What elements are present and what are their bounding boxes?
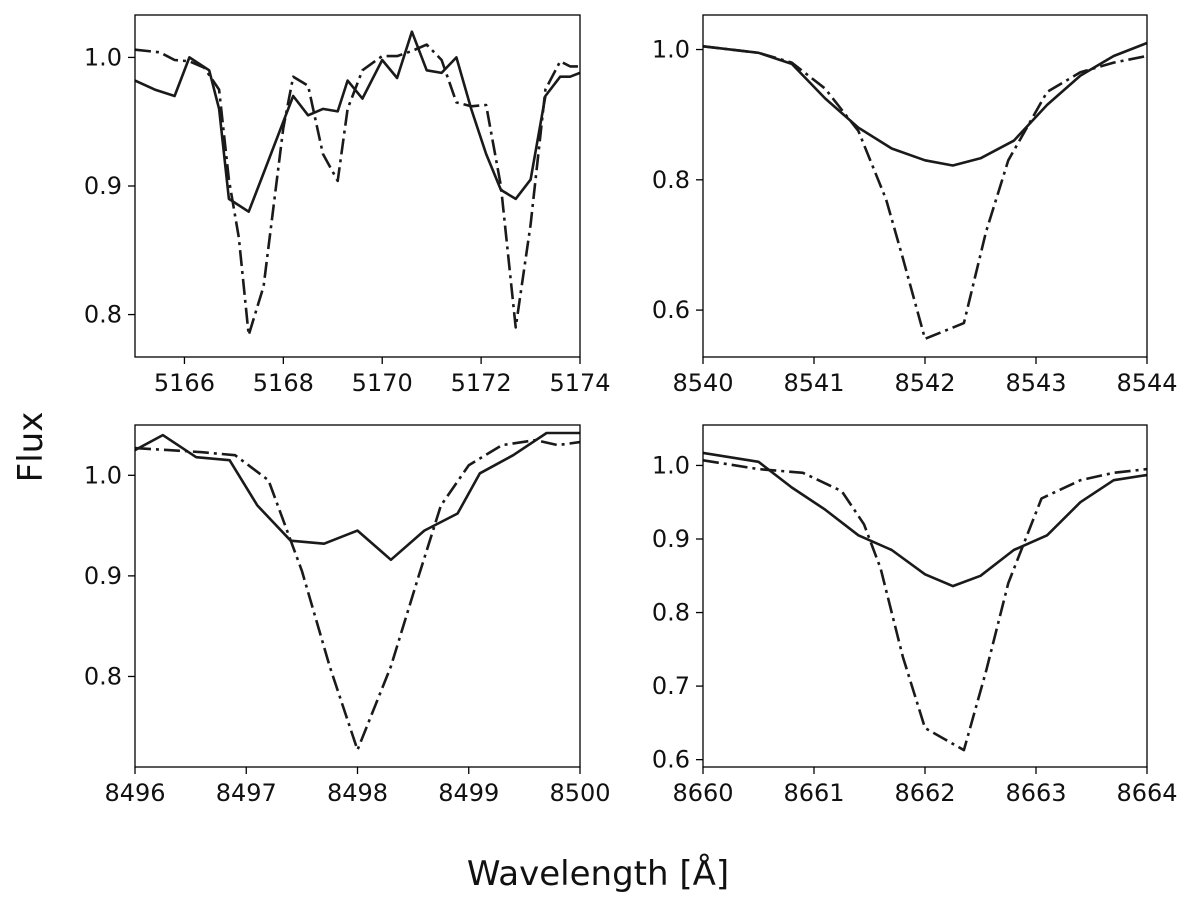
y-tick-label: 0.8	[652, 166, 690, 194]
plot-frame	[134, 424, 581, 768]
y-tick-label: 0.8	[652, 599, 690, 627]
x-tick-label: 8497	[216, 779, 277, 807]
panel-8496-8500: 8496 8497 8498 8499 8500 0.8 0.9 1.0	[84, 424, 611, 807]
x-tick-label: 8500	[549, 779, 610, 807]
x-tick-label: 5172	[451, 369, 512, 397]
x-tick-label: 8542	[894, 369, 955, 397]
x-axis-title: Wavelength [Å]	[467, 853, 729, 894]
series-line-dashdot	[135, 438, 580, 752]
x-tick-label: 5170	[352, 369, 413, 397]
y-tick-label: 0.9	[84, 172, 122, 200]
x-tick-label: 8540	[672, 369, 733, 397]
series-line-dashdot	[135, 43, 580, 337]
x-tick-label: 8664	[1116, 779, 1177, 807]
y-tick-label: 0.7	[652, 672, 690, 700]
x-tick-label: 8661	[783, 779, 844, 807]
x-tick-label: 8663	[1005, 779, 1066, 807]
y-tick-label: 0.8	[84, 301, 122, 329]
x-tick-label: 8498	[327, 779, 388, 807]
y-tick-label: 0.9	[84, 562, 122, 590]
y-tick-label: 0.8	[84, 662, 122, 690]
panel-8540-8544: 8540 8541 8542 8543 8544 0.6 0.8 1.0	[652, 14, 1178, 397]
series-line-solid	[703, 451, 1147, 588]
x-tick-label: 8544	[1116, 369, 1177, 397]
plot-frame	[702, 14, 1148, 358]
x-tick-label: 8660	[672, 779, 733, 807]
series-line-solid	[135, 431, 580, 562]
series-line-solid	[703, 41, 1147, 167]
x-tick-label: 8496	[104, 779, 165, 807]
panel-5165-5174: 5166 5168 5170 5172 5174 0.8 0.9 1.0	[84, 14, 611, 397]
y-tick-label: 1.0	[84, 461, 122, 489]
y-tick-label: 1.0	[652, 36, 690, 64]
series-line-solid	[135, 30, 580, 213]
x-tick-label: 5174	[549, 369, 610, 397]
y-tick-label: 0.9	[652, 525, 690, 553]
x-tick-label: 5166	[154, 369, 215, 397]
series-line-dashdot	[703, 45, 1147, 341]
y-tick-label: 1.0	[652, 451, 690, 479]
y-tick-label: 0.6	[652, 746, 690, 774]
y-axis-title: Flux	[11, 412, 51, 483]
y-tick-label: 0.6	[652, 296, 690, 324]
x-tick-label: 8662	[894, 779, 955, 807]
x-tick-label: 5168	[253, 369, 314, 397]
plot-frame	[702, 424, 1148, 768]
panel-8660-8664: 8660 8661 8662 8663 8664 0.6 0.7 0.8 0.9 1.0	[652, 424, 1178, 807]
x-tick-label: 8499	[438, 779, 499, 807]
y-tick-label: 1.0	[84, 43, 122, 71]
x-tick-label: 8543	[1005, 369, 1066, 397]
series-line-dashdot	[703, 459, 1147, 752]
x-tick-label: 8541	[783, 369, 844, 397]
